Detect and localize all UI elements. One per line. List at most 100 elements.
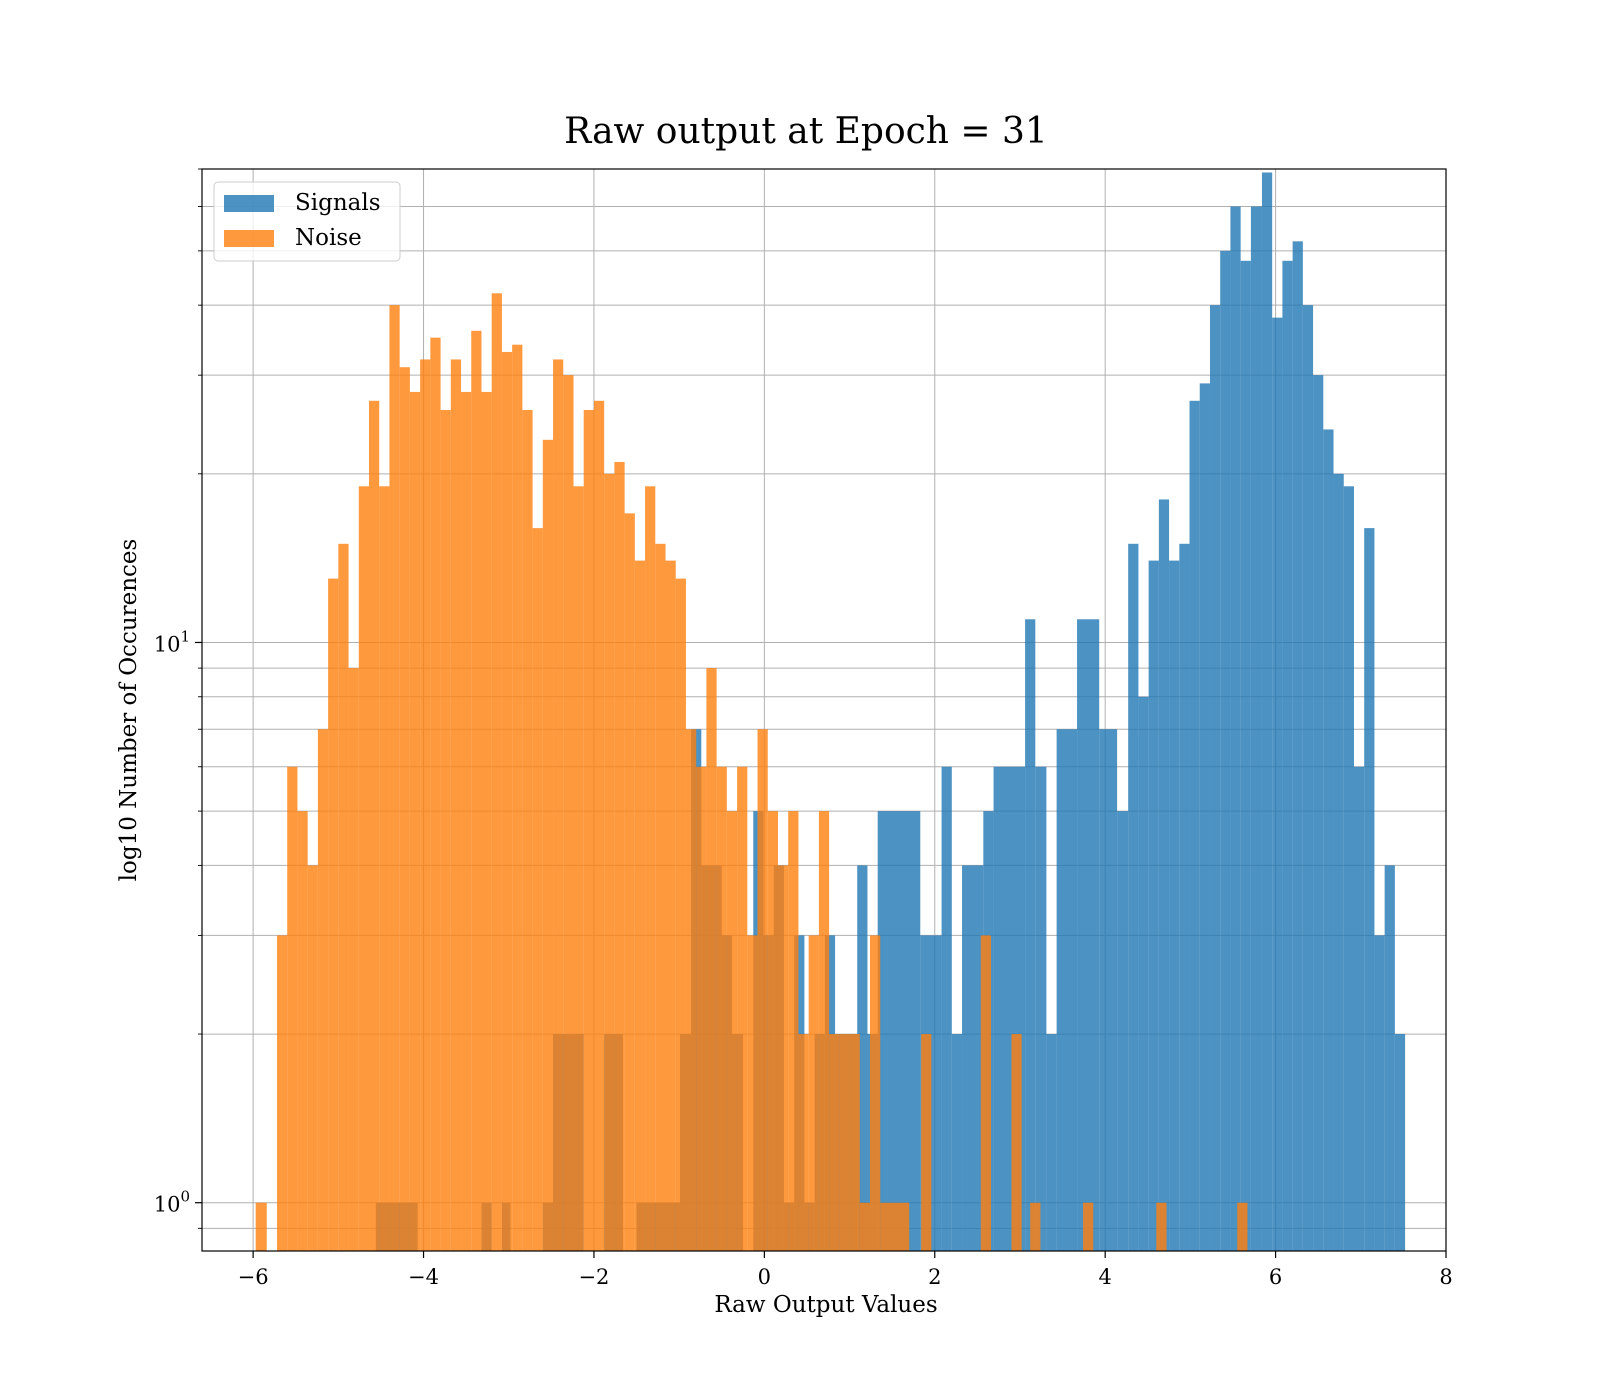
histogram-bar: [890, 1202, 910, 1251]
legend-swatch-noise: [224, 230, 274, 247]
histogram-bar: [471, 330, 482, 1252]
histogram-bar: [1056, 729, 1078, 1251]
histogram-bar: [532, 528, 543, 1251]
histogram-bar: [1220, 250, 1231, 1251]
histogram-bar: [788, 811, 799, 1251]
y-axis-ticks: 100 101: [154, 168, 202, 1229]
series-noise: [255, 293, 1248, 1252]
histogram-bar: [1156, 1202, 1167, 1251]
histogram-bar: [1099, 729, 1118, 1251]
histogram-bar: [665, 560, 676, 1251]
histogram-bar: [563, 375, 574, 1251]
histogram-bar: [1240, 260, 1251, 1251]
histogram-bar: [1237, 1202, 1248, 1251]
x-tick-label: 0: [758, 1265, 771, 1289]
histogram-bar: [501, 351, 513, 1252]
histogram-bar: [276, 935, 288, 1251]
histogram-bar: [634, 560, 646, 1251]
histogram-bar: [1209, 305, 1221, 1251]
histogram-bar: [1384, 865, 1395, 1251]
histogram-bar: [1189, 400, 1200, 1252]
histogram-bar: [409, 391, 421, 1251]
histogram-bar: [1323, 429, 1334, 1251]
histogram-bar: [450, 359, 462, 1251]
histogram-bar: [1272, 317, 1283, 1251]
histogram-bar: [1250, 206, 1262, 1252]
histogram-bar: [542, 439, 554, 1251]
y-tick-label: 100: [154, 1188, 190, 1217]
histogram-bar: [1302, 305, 1314, 1251]
histogram-bar: [859, 1202, 871, 1251]
histogram-bar: [645, 486, 656, 1251]
legend: Signals Noise: [213, 181, 401, 262]
histogram-bar: [1148, 560, 1159, 1251]
histogram-bar: [1025, 619, 1036, 1251]
histogram-bar: [1179, 543, 1190, 1251]
histogram-bar: [1138, 696, 1149, 1251]
histogram-bar: [379, 486, 390, 1251]
histogram-bar: [1035, 766, 1047, 1251]
histogram-bar: [297, 811, 308, 1251]
x-axis-label: Raw Output Values: [714, 1292, 937, 1318]
histogram-bar: [767, 811, 778, 1251]
chart-title: Raw output at Epoch = 31: [564, 111, 1048, 152]
histogram-bar: [1333, 473, 1344, 1251]
histogram-bar: [512, 344, 523, 1251]
histogram-bar: [348, 668, 359, 1251]
histogram-bar: [1030, 1202, 1041, 1251]
legend-label-signals: Signals: [295, 190, 381, 216]
histogram-bar: [1313, 375, 1324, 1251]
histogram-bar: [1077, 619, 1100, 1251]
histogram-bar: [696, 766, 707, 1251]
histogram-bar: [389, 305, 400, 1251]
histogram-bar: [706, 668, 717, 1251]
histogram-bar: [757, 729, 768, 1251]
x-axis-ticks: −6 −4 −2 0 2 4 6 8: [238, 1251, 1453, 1289]
histogram-bar: [808, 935, 819, 1251]
histogram-bars: [255, 172, 1406, 1252]
histogram-bar: [481, 391, 492, 1251]
histogram-bar: [522, 409, 533, 1251]
histogram-bar: [287, 766, 298, 1251]
histogram-bar: [553, 359, 564, 1251]
histogram-bar: [430, 337, 441, 1251]
histogram-bar: [604, 473, 615, 1251]
histogram-bar: [1394, 1034, 1406, 1251]
histogram-bar: [962, 865, 984, 1251]
histogram-bar: [849, 1034, 860, 1251]
histogram-bar: [1343, 486, 1354, 1251]
histogram-bar: [857, 865, 868, 1251]
histogram-bar: [328, 578, 339, 1251]
x-tick-label: 2: [928, 1265, 941, 1289]
histogram-bar: [317, 729, 329, 1251]
histogram-bar: [255, 1202, 267, 1251]
histogram-bar: [777, 865, 789, 1251]
histogram-bar: [980, 935, 992, 1251]
plot-frame: [201, 168, 1447, 1252]
legend-label-noise: Noise: [295, 225, 362, 251]
histogram-bar: [593, 400, 605, 1252]
histogram-bar: [1169, 560, 1180, 1251]
histogram-bar: [1083, 1202, 1094, 1251]
x-tick-label: 6: [1269, 1265, 1282, 1289]
histogram-bar: [583, 409, 594, 1251]
histogram-bar: [1230, 206, 1241, 1252]
histogram-bar: [491, 293, 502, 1251]
histogram-bar: [870, 935, 881, 1251]
histogram-bar: [726, 811, 738, 1251]
histogram-bar: [655, 543, 666, 1251]
y-tick-label: 101: [154, 627, 190, 656]
histogram-bar: [1046, 1034, 1057, 1251]
histogram-bar: [747, 935, 758, 1251]
histogram-bar: [461, 391, 472, 1251]
histogram-bar: [440, 409, 451, 1251]
histogram-bar: [614, 461, 625, 1252]
histogram-bar: [573, 486, 584, 1251]
histogram-bar: [1282, 260, 1293, 1251]
histogram-bar: [941, 766, 952, 1251]
x-tick-label: 4: [1098, 1265, 1111, 1289]
histogram-bar: [369, 400, 380, 1252]
histogram-bar: [818, 811, 830, 1251]
histogram-bar: [399, 367, 410, 1251]
